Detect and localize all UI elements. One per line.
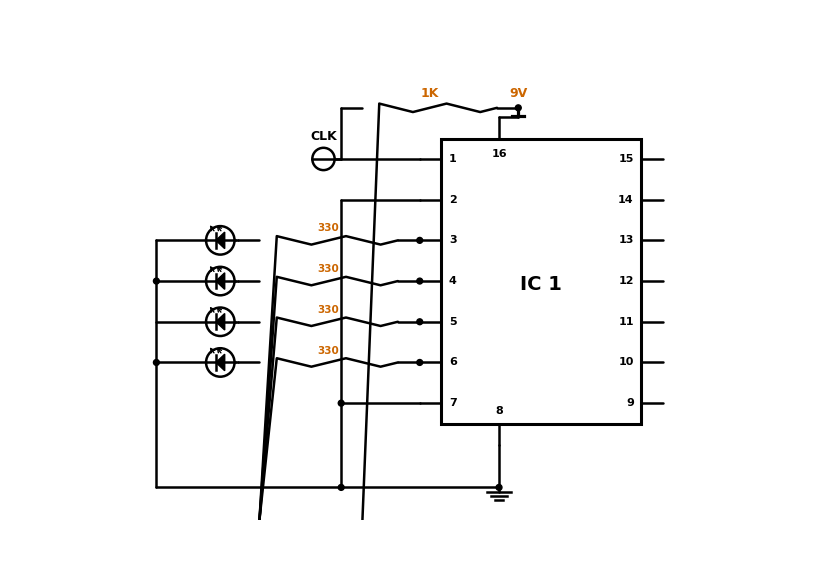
- Circle shape: [339, 485, 344, 491]
- Text: 6: 6: [449, 357, 457, 367]
- Text: 330: 330: [318, 264, 339, 274]
- Text: 8: 8: [495, 406, 503, 416]
- Text: IC 1: IC 1: [520, 276, 562, 294]
- Text: 1K: 1K: [420, 87, 439, 100]
- Circle shape: [153, 278, 159, 284]
- Circle shape: [339, 400, 344, 406]
- Circle shape: [417, 360, 423, 366]
- Bar: [441, 138, 641, 423]
- Text: 1: 1: [449, 154, 457, 164]
- Polygon shape: [216, 232, 224, 249]
- Text: 3: 3: [449, 235, 456, 245]
- Text: 16: 16: [491, 150, 507, 159]
- Circle shape: [153, 360, 159, 366]
- Text: 9: 9: [626, 398, 634, 408]
- Circle shape: [496, 485, 502, 491]
- Text: 13: 13: [618, 235, 634, 245]
- Text: 10: 10: [618, 357, 634, 367]
- Text: 330: 330: [318, 346, 339, 356]
- Text: 330: 330: [318, 305, 339, 315]
- Text: 15: 15: [618, 154, 634, 164]
- Text: 4: 4: [449, 276, 457, 286]
- Text: 11: 11: [618, 317, 634, 327]
- Text: 12: 12: [618, 276, 634, 286]
- Text: 330: 330: [318, 224, 339, 234]
- Text: 5: 5: [449, 317, 456, 327]
- Polygon shape: [216, 354, 224, 371]
- Text: CLK: CLK: [310, 130, 337, 143]
- Circle shape: [417, 278, 423, 284]
- Circle shape: [515, 105, 521, 111]
- Polygon shape: [216, 273, 224, 289]
- Text: 9V: 9V: [510, 87, 527, 100]
- Text: 7: 7: [449, 398, 457, 408]
- Text: 2: 2: [449, 194, 457, 204]
- Text: 14: 14: [618, 194, 634, 204]
- Circle shape: [417, 238, 423, 244]
- Circle shape: [417, 319, 423, 325]
- Polygon shape: [216, 314, 224, 330]
